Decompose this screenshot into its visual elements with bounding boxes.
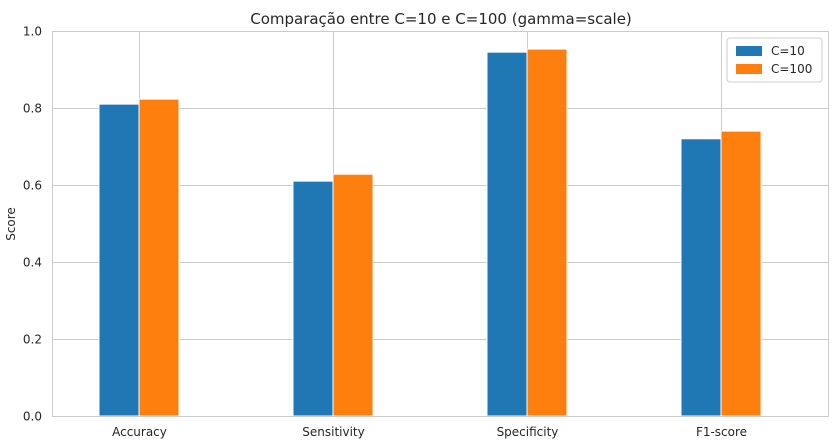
- x-tick-label: Sensitivity: [302, 425, 364, 439]
- plot-frame: [52, 31, 829, 417]
- bar-c100-f1-score: [720, 130, 762, 417]
- y-tick-label: 0.8: [23, 102, 42, 116]
- tick-labels: 0.0 0.2 0.4 0.6 0.8 1.0 Accuracy Sensitivity Spe…: [23, 25, 747, 440]
- y-tick-label: 0.4: [23, 256, 42, 270]
- bar-c10-specificity: [486, 51, 528, 417]
- y-tick-label: 0.0: [23, 410, 42, 424]
- y-tick-label: 1.0: [23, 25, 42, 39]
- bar-c10-sensitivity: [292, 180, 334, 417]
- bar-c10-accuracy: [98, 103, 140, 417]
- bars: [98, 48, 762, 417]
- legend-label: C=100: [771, 62, 812, 76]
- y-tick-label: 0.2: [23, 333, 42, 347]
- x-tick-label: Specificity: [497, 425, 559, 439]
- x-tick-label: F1-score: [696, 425, 747, 439]
- legend-swatch: [736, 46, 762, 56]
- bar-c100-accuracy: [138, 98, 180, 417]
- bar-c100-specificity: [526, 48, 568, 417]
- x-tick-label: Accuracy: [112, 425, 167, 439]
- legend-label: C=10: [771, 44, 805, 58]
- bar-c100-sensitivity: [332, 173, 374, 417]
- legend: C=10 C=100: [726, 37, 823, 83]
- legend-swatch: [736, 64, 762, 74]
- y-tick-label: 0.6: [23, 179, 42, 193]
- bar-c10-f1-score: [680, 138, 722, 417]
- chart-title: Comparação entre C=10 e C=100 (gamma=sca…: [250, 10, 632, 28]
- y-axis-label: Score: [4, 207, 18, 241]
